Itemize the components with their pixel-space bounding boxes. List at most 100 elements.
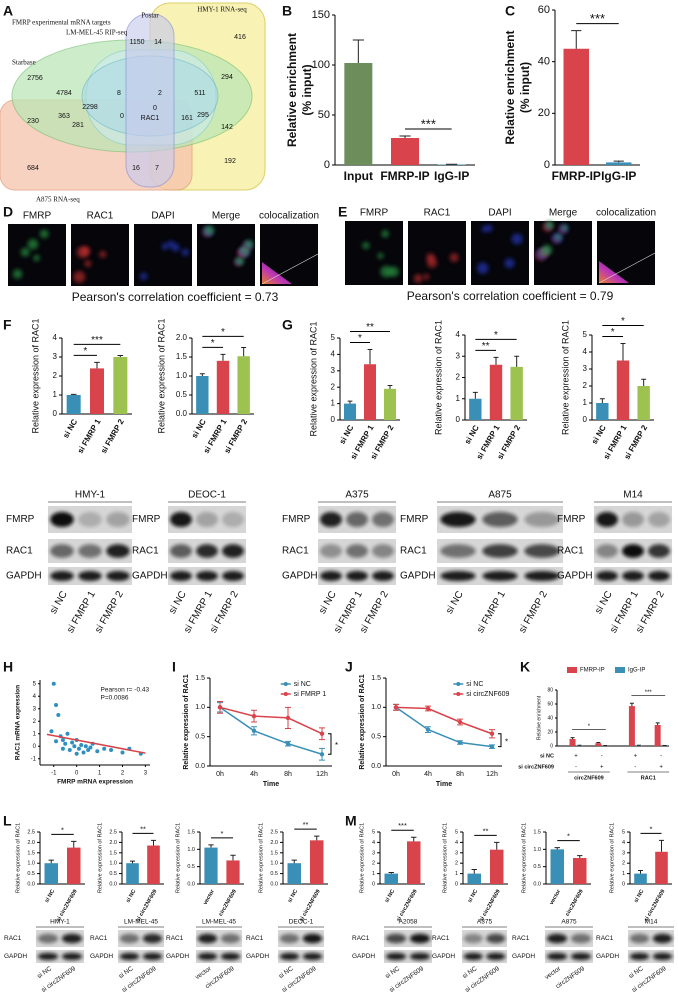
blot-band [372, 544, 394, 558]
y-tick-label: 1 [53, 390, 58, 399]
blot-band [372, 511, 394, 528]
venn-count: 511 [194, 90, 205, 97]
blot-band [629, 952, 650, 961]
point [457, 740, 463, 745]
bar [596, 403, 609, 420]
x-tick-label: si NC [61, 417, 79, 439]
venn-count: 0 [153, 105, 157, 112]
x-tick-label: si FMRP 2 [99, 417, 126, 455]
y-tick-label: 0.5 [187, 864, 195, 870]
blot-lane-label: si NC [118, 965, 135, 980]
y-tick-label: 40 [547, 715, 553, 721]
venn-count: 295 [197, 112, 209, 119]
cell [541, 244, 553, 256]
legend-label: si NC [294, 681, 311, 688]
error-bar [472, 391, 478, 399]
error-bar [599, 398, 605, 403]
blot-band [463, 952, 483, 961]
point [70, 740, 75, 745]
cell [388, 266, 399, 277]
cell [235, 256, 245, 265]
x-tick-label: Input [344, 169, 373, 183]
error-bar [314, 835, 320, 841]
error-bar [399, 135, 411, 138]
error-bar [494, 841, 500, 850]
blot-row-label: RAC1 [6, 546, 33, 557]
panel-letter: M [345, 813, 357, 829]
error-bar [117, 354, 124, 357]
blot-row-label: RAC1 [90, 935, 108, 942]
significance-label: * [61, 825, 64, 834]
y-tick-label: 1.0 [195, 704, 205, 711]
blot-band [222, 544, 244, 558]
blot-lane-label: si NC [317, 589, 339, 616]
blot-band [648, 570, 670, 582]
legend-swatch [615, 667, 625, 673]
y-tick-label: 1.0 [533, 847, 541, 853]
blot-row-label: FMRP [132, 514, 161, 525]
y-tick-label: 20 [538, 107, 550, 119]
point [54, 703, 59, 707]
y-tick-label: 0.5 [533, 864, 541, 870]
colocalization-plot [262, 262, 292, 284]
blot-row-label: GAPDH [132, 571, 168, 582]
blot-row-label: FMRP [282, 514, 311, 525]
y-tick-label: 5 [372, 829, 375, 835]
channel-label: colocalization [259, 211, 319, 222]
trendline [46, 733, 146, 754]
channel-label: RAC1 [424, 208, 451, 219]
venn-count: 142 [221, 124, 233, 131]
blot-band [652, 933, 673, 944]
point [74, 751, 79, 756]
bar [637, 386, 650, 420]
error-bar [641, 378, 647, 386]
y-tick-label: 150 [312, 9, 330, 21]
cell [449, 253, 459, 262]
y-tick-label: 0 [550, 743, 553, 749]
y-tick-label: 0 [622, 881, 625, 887]
blot-band [106, 570, 130, 582]
y-axis-label: Relative expression of RAC1 [156, 318, 166, 433]
error-bar [471, 868, 477, 874]
panel-letter: H [3, 659, 13, 675]
significance-label: * [588, 724, 591, 730]
blot-band [142, 933, 163, 944]
blot-band [570, 952, 592, 961]
error-bar [208, 844, 214, 848]
legend-label: si FMRP 1 [294, 691, 327, 698]
y-axis-label: (% input) [518, 62, 532, 113]
x-tick-label: FMRP-IP [380, 169, 429, 183]
blot-lane-label: si NC [461, 965, 478, 980]
point [54, 739, 59, 744]
venn-set-label: Starbase [12, 59, 36, 67]
venn-set-label: A875 RNA-seq [36, 196, 80, 204]
y-axis-label: Relative expression of RAC1 [30, 318, 40, 433]
y-tick-label: 3 [331, 366, 336, 375]
y-tick-label: 3 [583, 364, 588, 373]
blot-row-label: GAPDH [557, 571, 593, 582]
x-tick-label: 3 [144, 771, 148, 777]
point [63, 741, 68, 746]
condition-mark: - [660, 754, 662, 760]
y-tick-label: 0 [372, 881, 375, 887]
y-axis-label: Relative expression of RAC1 [560, 320, 570, 435]
cell [73, 271, 86, 283]
cell-line-label: HMY-1 [75, 490, 106, 501]
panel-letter: L [3, 813, 12, 829]
blot-band [37, 933, 59, 944]
cell [84, 260, 92, 268]
blot-band [596, 511, 618, 528]
blot-band [652, 952, 673, 961]
blot-row-label: GAPDH [400, 571, 436, 582]
error-bar [94, 361, 100, 369]
bar [67, 847, 81, 884]
blot-band [570, 933, 592, 944]
y-axis-label: Relative expression of RAC1 [258, 823, 264, 893]
bar [196, 376, 209, 414]
cell-line-label: A875 [488, 490, 512, 501]
blot-band [170, 511, 192, 528]
blot-band [50, 511, 74, 528]
blot-band [482, 511, 518, 528]
y-tick-label: 2 [456, 373, 461, 382]
